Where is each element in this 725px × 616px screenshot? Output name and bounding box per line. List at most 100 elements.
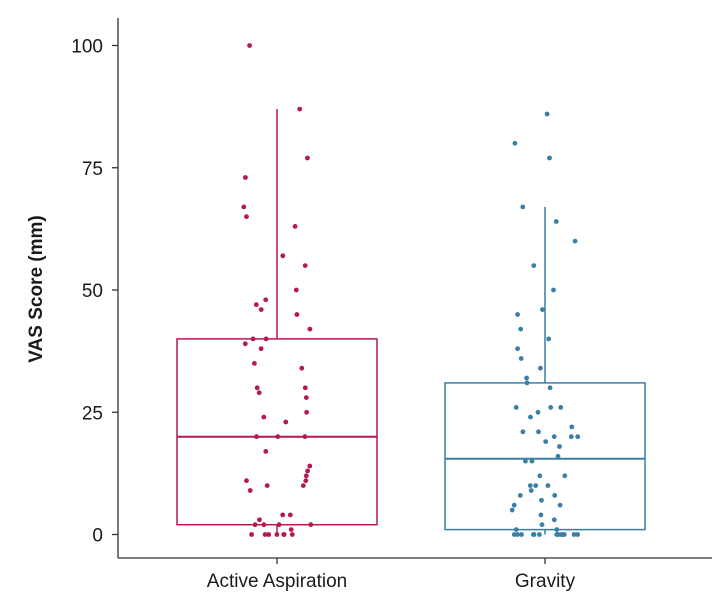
y-tick-label: 100 (71, 37, 103, 58)
data-point (294, 312, 300, 317)
data-point (533, 483, 539, 488)
data-point (293, 287, 299, 293)
y-tick-label: 25 (82, 403, 103, 424)
data-point (243, 175, 248, 180)
data-point (302, 434, 308, 440)
data-point (242, 341, 248, 347)
data-point (538, 365, 543, 371)
data-point (524, 375, 529, 381)
data-point (547, 155, 552, 161)
data-point (544, 111, 550, 117)
data-point (558, 405, 564, 410)
data-point (509, 507, 515, 513)
x-tick-label: Gravity (515, 571, 576, 592)
y-tick-label: 50 (82, 281, 103, 302)
data-point (252, 522, 258, 528)
series-group-1 (176, 43, 378, 537)
data-point (250, 336, 256, 342)
data-point (303, 478, 309, 484)
data-point (266, 532, 272, 537)
data-point (517, 493, 523, 498)
x-tick-label: Active Aspiration (207, 571, 347, 592)
data-point (275, 434, 281, 440)
data-point (553, 219, 559, 224)
plot-area (176, 43, 646, 537)
data-point (254, 434, 259, 440)
data-point (531, 263, 537, 268)
data-point (548, 405, 554, 410)
data-point (519, 532, 524, 537)
data-point (280, 253, 286, 259)
data-point (520, 429, 526, 435)
data-point (302, 385, 308, 391)
data-point (303, 395, 309, 400)
data-point (299, 365, 305, 371)
data-point (575, 434, 581, 440)
data-point (539, 497, 544, 503)
data-point (254, 385, 260, 391)
data-point (546, 336, 552, 342)
data-point (258, 346, 264, 352)
data-point (512, 140, 518, 146)
data-point (518, 326, 524, 332)
data-point (554, 527, 560, 532)
data-point (515, 312, 520, 317)
data-point (281, 532, 287, 537)
data-point (303, 473, 309, 479)
data-point (308, 522, 314, 528)
y-axis-title: VAS Score (mm) (26, 215, 47, 362)
data-point (557, 444, 562, 449)
data-point (307, 326, 313, 332)
series-group-2 (444, 111, 646, 537)
data-point (283, 419, 289, 425)
data-point (555, 453, 561, 459)
y-tick-label: 0 (92, 526, 103, 547)
y-tick-label: 75 (82, 159, 103, 180)
data-point (543, 439, 549, 444)
data-point (263, 297, 269, 303)
data-point (258, 307, 264, 312)
data-point (523, 458, 528, 464)
data-point (247, 488, 253, 493)
data-point (572, 238, 578, 244)
data-point (557, 502, 563, 508)
data-point (263, 449, 269, 454)
data-point (244, 214, 249, 220)
data-point (289, 532, 295, 537)
data-point (300, 483, 306, 488)
data-point (545, 483, 551, 488)
data-point (262, 532, 268, 537)
y-axis-ticks: 0 25 50 75 100 (71, 37, 118, 547)
data-point (515, 346, 520, 352)
data-point (253, 302, 259, 308)
data-point (537, 532, 542, 537)
data-point (511, 502, 517, 508)
data-point (569, 424, 575, 430)
data-point (536, 429, 541, 435)
data-point (513, 405, 519, 410)
data-point (540, 307, 545, 312)
data-point (252, 361, 257, 366)
data-point (528, 414, 533, 420)
data-point (247, 43, 253, 48)
data-point (552, 493, 558, 498)
data-point (537, 473, 543, 479)
data-point (539, 522, 545, 528)
data-point (261, 522, 267, 528)
data-point (304, 409, 309, 415)
data-point (305, 155, 310, 161)
data-point (535, 409, 541, 415)
data-point (292, 224, 298, 229)
data-point (527, 483, 533, 488)
data-point (524, 380, 530, 386)
data-point (551, 517, 557, 523)
data-point (276, 522, 282, 528)
data-point (249, 532, 255, 537)
data-point (307, 463, 313, 469)
data-point (263, 336, 269, 342)
data-point (241, 204, 247, 210)
data-point (305, 468, 310, 474)
data-point (554, 532, 560, 537)
data-point (287, 512, 293, 518)
